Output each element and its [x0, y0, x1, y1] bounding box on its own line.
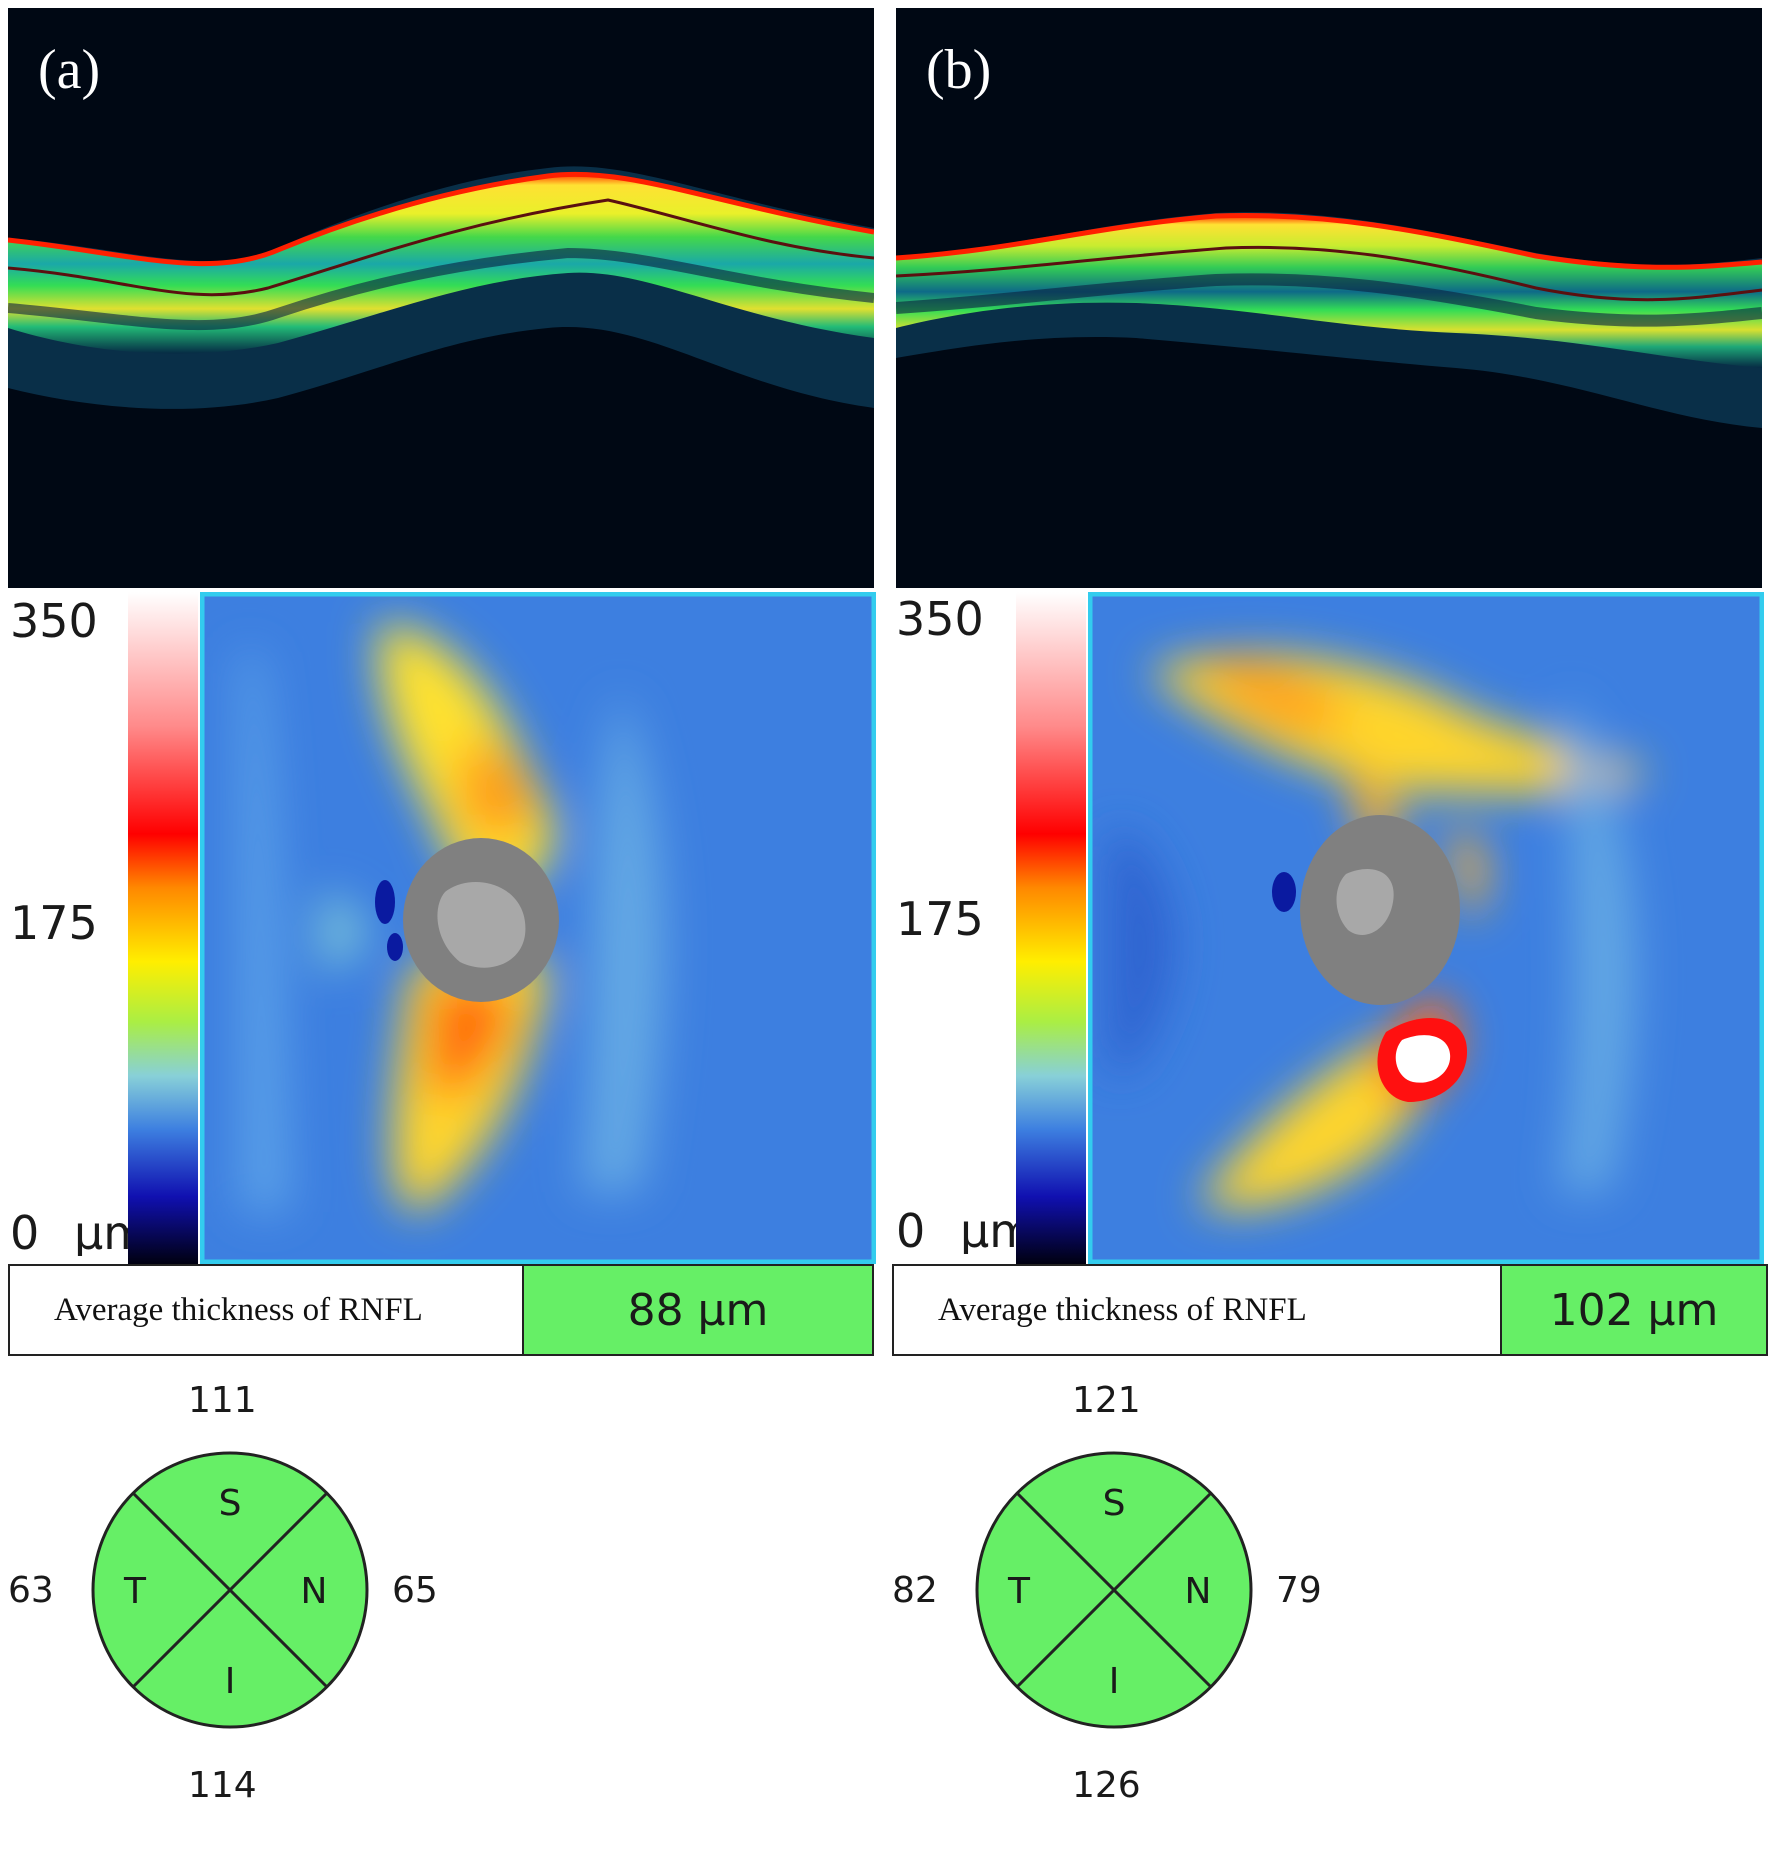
thickness-colorbar — [128, 592, 198, 1264]
nasal-value: 79 — [1276, 1570, 1322, 1611]
average-thickness-label: Average thickness of RNFL — [54, 1291, 423, 1328]
superior-value: 121 — [1072, 1380, 1141, 1421]
sector-s-label: S — [1103, 1483, 1126, 1524]
sector-n-label: N — [1185, 1571, 1212, 1612]
colorbar-unit: μm — [74, 1210, 130, 1256]
sector-t-label: T — [1007, 1571, 1031, 1612]
average-thickness-label: Average thickness of RNFL — [938, 1291, 1307, 1328]
panel-label: (b) — [926, 39, 992, 101]
nasal-value: 65 — [392, 1570, 438, 1611]
average-thickness-box: Average thickness of RNFL 88 μm — [8, 1264, 874, 1356]
sector-i-label: I — [225, 1661, 236, 1702]
oct-bscan-image: (a) — [8, 8, 874, 588]
sector-t-label: T — [123, 1571, 147, 1612]
colorbar-tick-175: 175 — [10, 896, 98, 950]
colorbar-tick-175: 175 — [896, 892, 984, 946]
colorbar-tick-350: 350 — [10, 594, 98, 648]
sector-s-label: S — [219, 1483, 242, 1524]
inferior-value: 126 — [1072, 1765, 1141, 1806]
panel-b: (b) 350 175 0 μm — [886, 0, 1772, 1853]
sector-n-label: N — [301, 1571, 328, 1612]
colorbar-unit: μm — [960, 1208, 1016, 1254]
colorbar-tick-0: 0 — [896, 1204, 926, 1258]
average-thickness-value: 102 μm — [1500, 1266, 1766, 1354]
average-thickness-box: Average thickness of RNFL 102 μm — [892, 1264, 1768, 1356]
panel-label: (a) — [38, 39, 101, 101]
colorbar-tick-350: 350 — [896, 592, 984, 646]
inferior-value: 114 — [188, 1765, 257, 1806]
average-thickness-value: 88 μm — [522, 1266, 872, 1354]
temporal-value: 82 — [892, 1570, 938, 1611]
panel-a: (a) 350 175 0 μm — [8, 8, 876, 1806]
quadrant-sector-chart: S T N I — [974, 1450, 1254, 1730]
thickness-colorbar — [1016, 592, 1086, 1264]
rnfl-thickness-map — [200, 592, 876, 1264]
temporal-value: 63 — [8, 1570, 54, 1611]
superior-value: 111 — [188, 1380, 257, 1421]
rnfl-thickness-map — [1088, 592, 1764, 1264]
colorbar-tick-0: 0 — [10, 1206, 40, 1260]
quadrant-sector-chart: S T N I — [90, 1450, 370, 1730]
sector-i-label: I — [1109, 1661, 1120, 1702]
oct-bscan-image: (b) — [896, 8, 1762, 588]
